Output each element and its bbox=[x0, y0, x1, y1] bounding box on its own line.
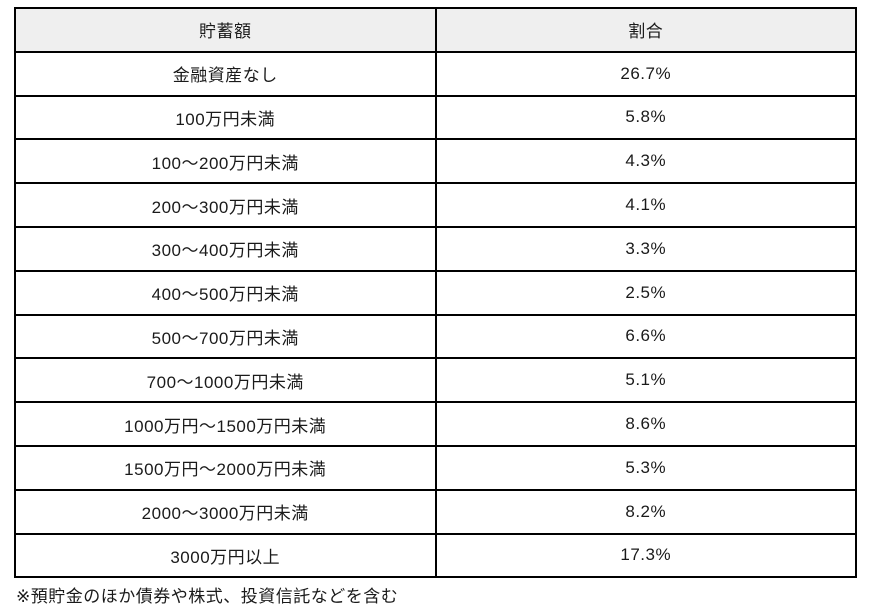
table-row: 1500万円〜2000万円未満 5.3% bbox=[14, 444, 857, 491]
percentage-cell: 17.3% bbox=[434, 532, 857, 579]
savings-range-cell: 700〜1000万円未満 bbox=[14, 357, 437, 404]
table-row: 3000万円以上 17.3% bbox=[14, 532, 857, 579]
percentage-cell: 3.3% bbox=[434, 225, 857, 272]
savings-range-cell: 100〜200万円未満 bbox=[14, 138, 437, 185]
savings-range-cell: 3000万円以上 bbox=[14, 532, 437, 579]
savings-range-cell: 500〜700万円未満 bbox=[14, 313, 437, 360]
header-row: 貯蓄額 割合 bbox=[14, 7, 857, 53]
savings-range-cell: 100万円未満 bbox=[14, 94, 437, 141]
column-header-ratio: 割合 bbox=[434, 7, 857, 53]
table-row: 1000万円〜1500万円未満 8.6% bbox=[14, 401, 857, 447]
table-row: 金融資産なし 26.7% bbox=[14, 50, 857, 97]
percentage-cell: 6.6% bbox=[434, 313, 857, 360]
percentage-cell: 5.3% bbox=[434, 444, 857, 491]
table-row: 700〜1000万円未満 5.1% bbox=[14, 357, 857, 404]
table-row: 300〜400万円未満 3.3% bbox=[14, 225, 857, 272]
table-row: 500〜700万円未満 6.6% bbox=[14, 313, 857, 360]
column-header-savings: 貯蓄額 bbox=[14, 7, 437, 53]
percentage-cell: 8.2% bbox=[434, 488, 857, 535]
percentage-cell: 4.1% bbox=[434, 182, 857, 228]
percentage-cell: 4.3% bbox=[434, 138, 857, 185]
table-body: 金融資産なし 26.7% 100万円未満 5.8% 100〜200万円未満 4.… bbox=[14, 50, 857, 579]
savings-range-cell: 1500万円〜2000万円未満 bbox=[14, 444, 437, 491]
percentage-cell: 2.5% bbox=[434, 269, 857, 316]
savings-range-cell: 2000〜3000万円未満 bbox=[14, 488, 437, 535]
percentage-cell: 8.6% bbox=[434, 401, 857, 447]
table-row: 100〜200万円未満 4.3% bbox=[14, 138, 857, 185]
savings-range-cell: 金融資産なし bbox=[14, 50, 437, 97]
table-row: 2000〜3000万円未満 8.2% bbox=[14, 488, 857, 535]
savings-range-cell: 200〜300万円未満 bbox=[14, 182, 437, 228]
percentage-cell: 5.8% bbox=[434, 94, 857, 141]
percentage-cell: 26.7% bbox=[434, 50, 857, 97]
table-row: 200〜300万円未満 4.1% bbox=[14, 182, 857, 228]
savings-range-cell: 300〜400万円未満 bbox=[14, 225, 437, 272]
table-row: 400〜500万円未満 2.5% bbox=[14, 269, 857, 316]
savings-range-cell: 400〜500万円未満 bbox=[14, 269, 437, 316]
percentage-cell: 5.1% bbox=[434, 357, 857, 404]
savings-ratio-table: 貯蓄額 割合 金融資産なし 26.7% 100万円未満 5.8% 100〜200… bbox=[14, 7, 857, 579]
table-footnote: ※預貯金のほか債券や株式、投資信託などを含む bbox=[16, 587, 399, 606]
savings-range-cell: 1000万円〜1500万円未満 bbox=[14, 401, 437, 447]
table-header: 貯蓄額 割合 bbox=[14, 7, 857, 53]
table-row: 100万円未満 5.8% bbox=[14, 94, 857, 141]
